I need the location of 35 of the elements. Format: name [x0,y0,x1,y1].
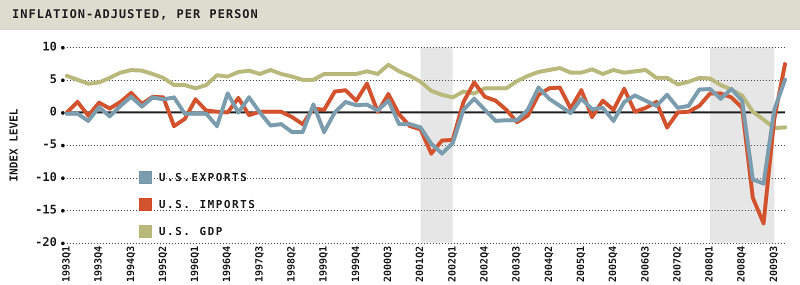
y-tick-label: 10 [42,39,57,54]
x-tick-label: 1996Q1 [190,246,202,282]
x-tick-label: 2003Q3 [512,246,523,282]
y-tick-label: 5 [50,72,57,86]
x-tick-label: 2007Q2 [672,246,684,282]
x-tick-label: 1993Q1 [61,246,72,282]
x-tick-label: 1996Q4 [222,246,234,282]
x-tick-label: 2006Q3 [640,246,652,282]
x-tick-label: 2000Q3 [383,246,394,282]
x-tick-label: 2005Q4 [608,246,620,282]
legend-label: U.S. GDP [158,224,224,238]
legend-label: U.S.EXPORTS [158,170,248,184]
x-tick-label: 2005Q1 [576,246,587,282]
y-axis-title: INDEX LEVEL [7,108,20,182]
x-tick-label: 2009Q3 [768,246,780,282]
x-tick-label: 1999Q1 [318,246,330,282]
x-tick-label: 1998Q2 [286,246,298,282]
y-tick-label: 0 [50,104,57,119]
x-tick-label: 1997Q3 [254,246,266,282]
x-tick-label: 1999Q4 [350,246,362,282]
x-tick-label: 2001Q2 [415,246,426,282]
legend-label: U.S. IMPORTS [158,198,256,211]
x-tick-label: 2004Q2 [544,246,555,282]
x-tick-label: 1995Q2 [158,246,169,282]
x-tick-label: 2002Q1 [447,246,458,282]
y-tick-label: -10 [35,170,57,184]
y-tick-label: -20 [35,235,57,249]
x-tick-label: 1993Q4 [94,246,105,282]
x-tick-label: 2008Q4 [736,246,748,282]
x-tick-label: 1994Q3 [126,246,137,282]
chart-title: INFLATION-ADJUSTED, PER PERSON [12,7,259,21]
x-tick-label: 2002Q4 [479,246,490,282]
x-tick-label: 2008Q1 [704,246,716,282]
y-tick-label: -5 [42,137,57,152]
y-tick-label: -15 [35,202,57,216]
